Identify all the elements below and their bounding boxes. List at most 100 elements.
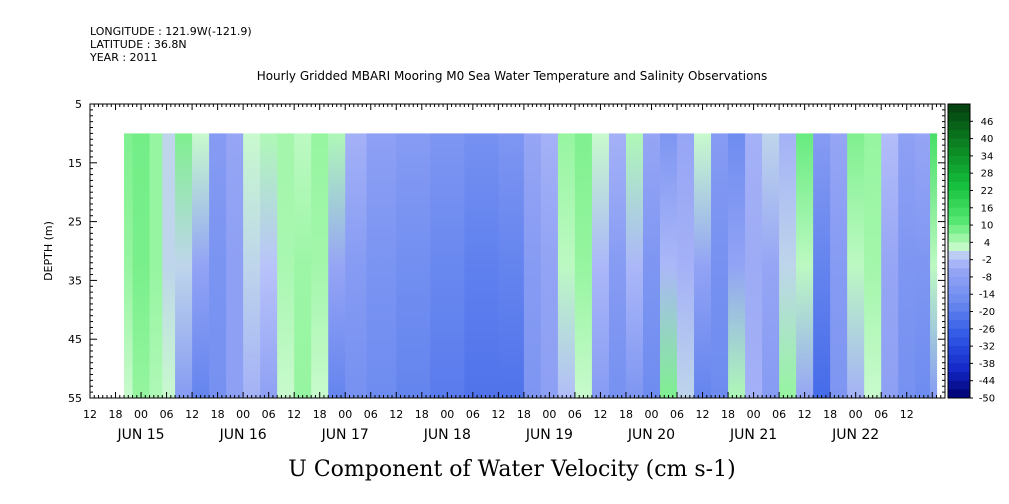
heatmap-cell [132, 133, 151, 398]
y-axis-label: DEPTH (m) [42, 221, 55, 281]
heatmap-cell [711, 133, 729, 398]
colorbar-swatch [948, 311, 970, 321]
heatmap-cell [796, 133, 814, 398]
hour-tick-label: 12 [696, 408, 710, 421]
hour-tick-label: 12 [83, 408, 97, 421]
colorbar-swatch [948, 372, 970, 382]
colorbar: 46 40 34 28 22 16 10 4 -2 -8 -14 -20 -26 -32 -38 -44 -50 [947, 103, 995, 405]
heatmap-plot [124, 133, 938, 398]
heatmap-cell [192, 133, 210, 398]
main-title: Hourly Gridded MBARI Mooring M0 Sea Wate… [257, 69, 768, 83]
colorbar-swatch [948, 380, 970, 390]
depth-tick-label: 55 [68, 392, 82, 405]
hour-tick-label: 00 [236, 408, 250, 421]
colorbar-swatch [948, 320, 970, 330]
hour-tick-label: 06 [874, 408, 888, 421]
colorbar-label: 22 [981, 186, 994, 197]
hour-tick-label: 00 [440, 408, 454, 421]
colorbar-label: -44 [979, 376, 995, 387]
heatmap-cell [226, 133, 244, 398]
hour-tick-label: 06 [670, 408, 684, 421]
heatmap-cell [430, 133, 465, 398]
hour-tick-label: 00 [747, 408, 761, 421]
colorbar-label: -20 [979, 307, 995, 318]
hour-tick-label: 12 [389, 408, 403, 421]
colorbar-swatch [948, 285, 970, 295]
heatmap-cell [660, 133, 678, 398]
colorbar-swatch [948, 328, 970, 338]
colorbar-swatch [948, 129, 970, 139]
colorbar-label: -50 [979, 394, 995, 405]
colorbar-swatch [948, 259, 970, 269]
heatmap-cell [260, 133, 278, 398]
depth-tick-label: 5 [75, 98, 82, 111]
hour-tick-label: 18 [721, 408, 735, 421]
date-label: JUN 19 [525, 427, 573, 443]
heatmap-cell [762, 133, 780, 398]
hour-tick-label: 00 [338, 408, 352, 421]
colorbar-label: -2 [982, 255, 992, 266]
date-label: JUN 20 [627, 427, 675, 443]
hour-tick-label: 18 [415, 408, 429, 421]
heatmap-cell [311, 133, 329, 398]
heatmap-cell [209, 133, 227, 398]
depth-tick-label: 15 [68, 157, 82, 170]
colorbar-swatch [948, 251, 970, 261]
colorbar-swatch [948, 147, 970, 157]
hour-tick-label: 06 [262, 408, 276, 421]
heatmap-cell [328, 133, 346, 398]
date-label: JUN 22 [831, 427, 879, 443]
heatmap-cell [243, 133, 261, 398]
longitude-label: LONGITUDE : 121.9W(-121.9) [90, 25, 252, 38]
heatmap-cell [162, 133, 176, 398]
heatmap-cell [591, 133, 610, 398]
heatmap-cell [294, 133, 312, 398]
heatmap-cell [149, 133, 163, 398]
heatmap-cell [175, 133, 193, 398]
heatmap-cell [881, 133, 899, 398]
colorbar-label: -38 [979, 359, 995, 370]
colorbar-frame [947, 103, 971, 399]
colorbar-label: 28 [981, 169, 994, 180]
colorbar-swatch [948, 294, 970, 304]
hour-tick-label: 12 [287, 408, 301, 421]
heatmap-cell [864, 133, 882, 398]
colorbar-swatch [948, 354, 970, 364]
colorbar-swatch [948, 164, 970, 174]
axis-ticks: 12 18 00 06 12 18 00 06 12 18 00 06 12 18 00 06 12 18 00 06… [68, 98, 946, 443]
colorbar-swatch [948, 225, 970, 235]
chart-title: U Component of Water Velocity (cm s-1) [288, 457, 735, 482]
hour-tick-label: 00 [644, 408, 658, 421]
heatmap-cell [915, 133, 931, 398]
heatmap-cell [574, 133, 593, 398]
heatmap-cell [813, 133, 831, 398]
hour-tick-label: 00 [849, 408, 863, 421]
heatmap-cell [847, 133, 865, 398]
heatmap-cell [642, 133, 661, 398]
colorbar-swatch [948, 112, 970, 122]
hour-tick-label: 12 [798, 408, 812, 421]
heatmap-cell [464, 133, 499, 398]
colorbar-label: 34 [981, 151, 994, 162]
colorbar-label: 40 [981, 134, 994, 145]
colorbar-label: -14 [979, 290, 995, 301]
date-label: JUN 18 [423, 427, 471, 443]
heatmap-cell [745, 133, 763, 398]
depth-tick-label: 25 [68, 216, 82, 229]
depth-tick-label: 35 [68, 274, 82, 287]
hour-tick-label: 18 [823, 408, 837, 421]
colorbar-swatch [948, 190, 970, 200]
hour-tick-label: 18 [517, 408, 531, 421]
colorbar-label: 16 [981, 203, 994, 214]
colorbar-swatch [948, 242, 970, 252]
heatmap-cell [523, 133, 542, 398]
hour-tick-label: 12 [185, 408, 199, 421]
hour-tick-label: 18 [211, 408, 225, 421]
colorbar-label: 4 [984, 238, 990, 249]
colorbar-swatch [948, 155, 970, 165]
colorbar-label: 10 [981, 221, 994, 232]
hour-tick-label: 06 [772, 408, 786, 421]
colorbar-swatch [948, 104, 970, 114]
colorbar-label: -32 [979, 342, 995, 353]
